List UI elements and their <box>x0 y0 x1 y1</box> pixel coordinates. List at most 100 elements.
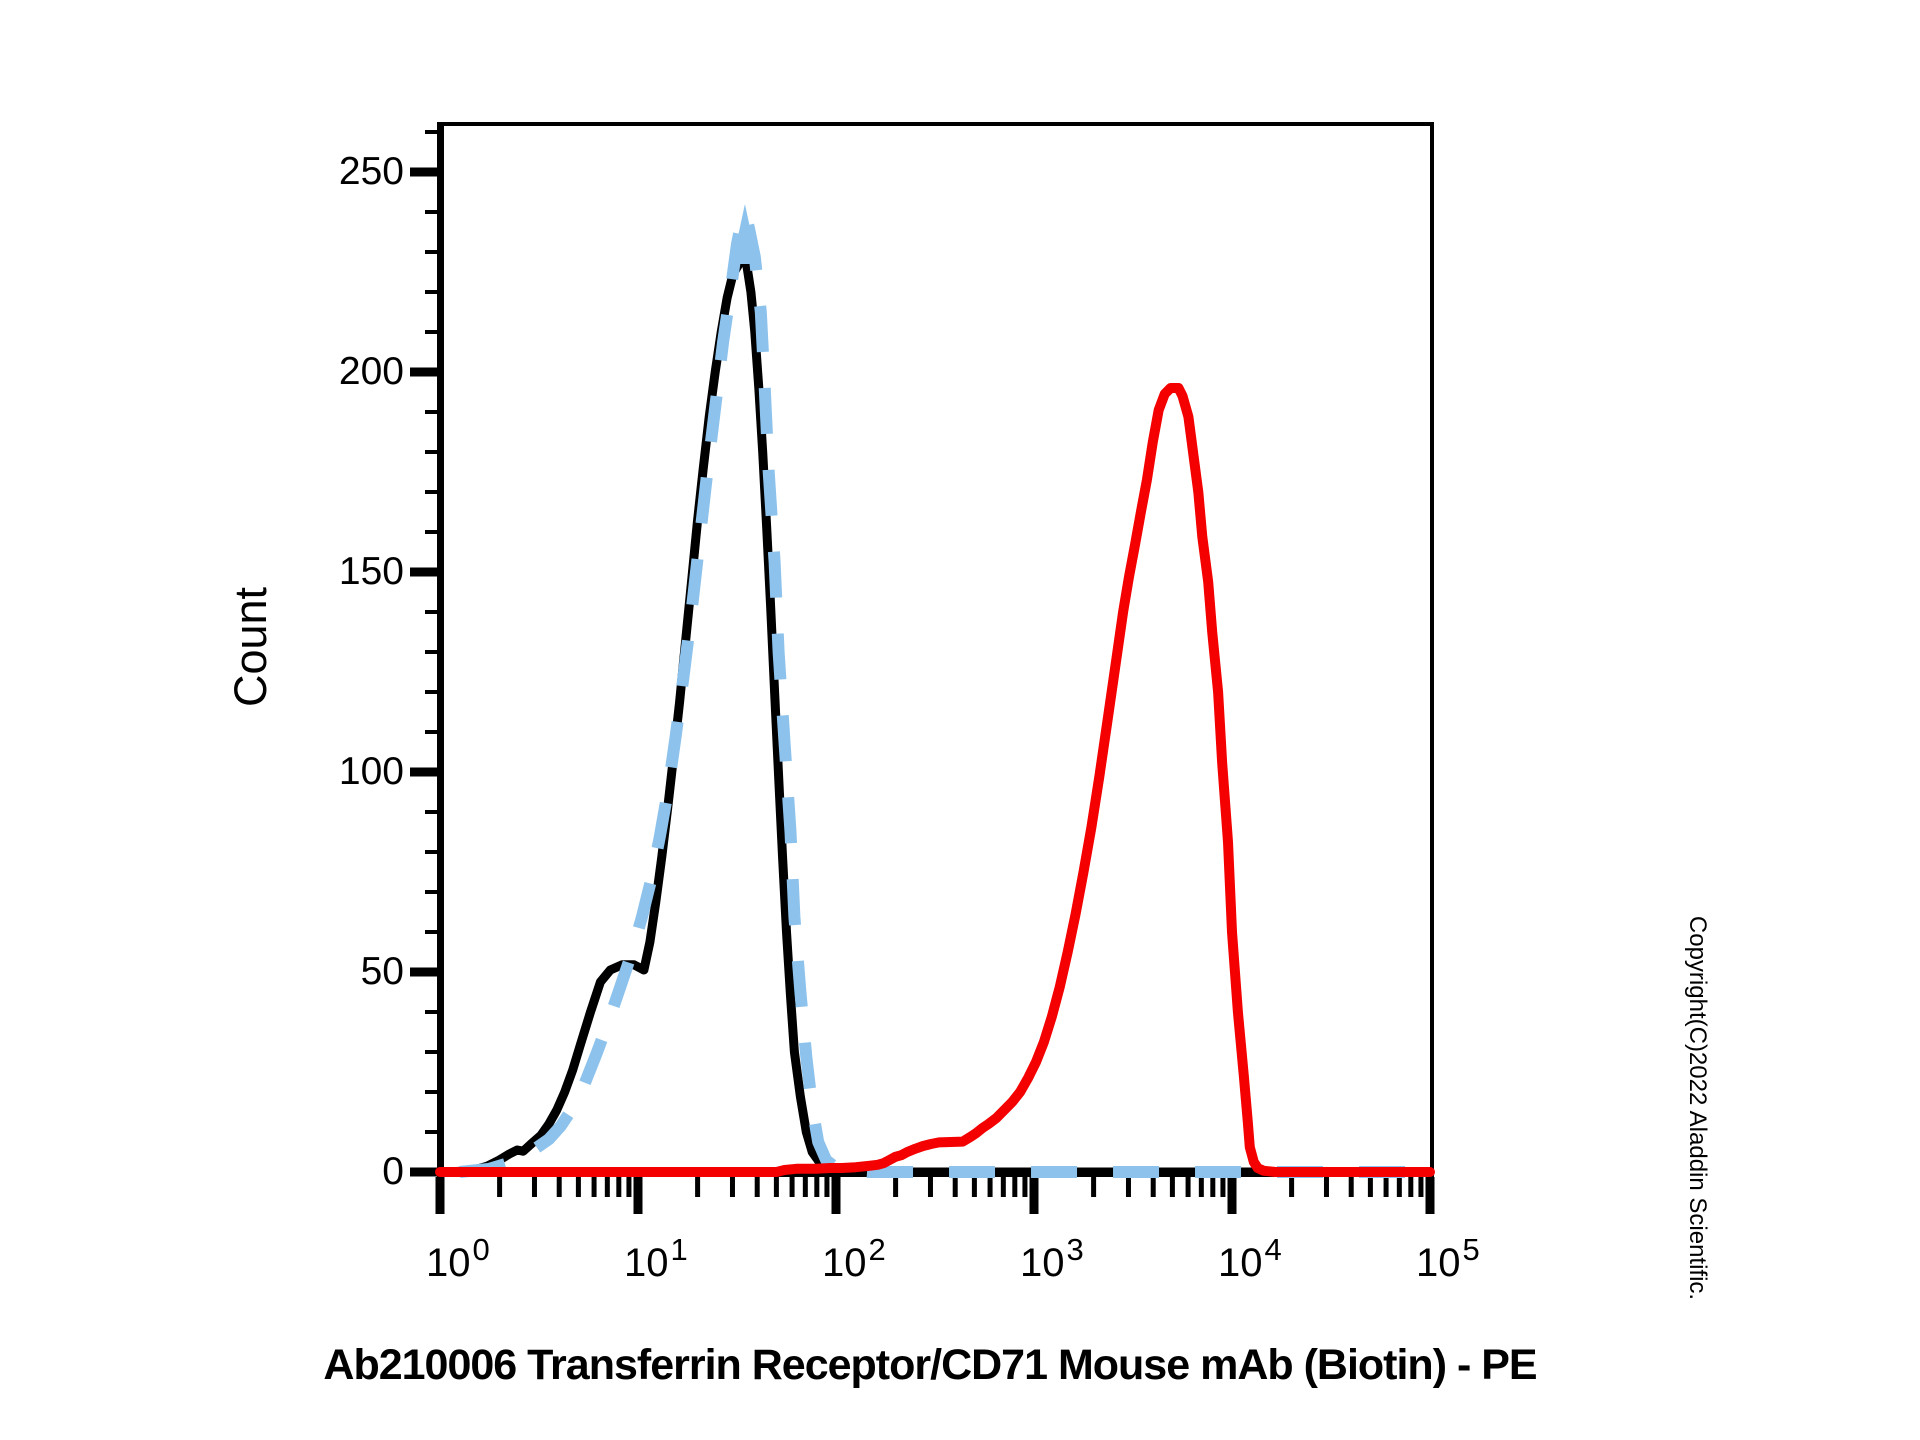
x-minor-tick <box>1022 1177 1028 1197</box>
x-tick-label: 101 <box>624 1232 688 1286</box>
x-major-tick <box>435 1177 445 1214</box>
x-minor-tick <box>591 1177 597 1197</box>
x-tick-label: 102 <box>822 1232 886 1286</box>
y-minor-tick <box>425 330 440 334</box>
x-major-tick <box>1425 1177 1435 1214</box>
y-major-tick <box>410 167 440 177</box>
x-minor-tick <box>556 1177 562 1197</box>
x-tick-base: 10 <box>426 1241 471 1285</box>
x-minor-tick <box>1150 1177 1156 1197</box>
y-minor-tick <box>425 210 440 214</box>
x-minor-tick <box>1125 1177 1131 1197</box>
y-tick-label: 200 <box>338 350 404 393</box>
x-minor-tick <box>1408 1177 1414 1197</box>
y-minor-tick <box>425 810 440 814</box>
x-major-tick <box>831 1177 841 1214</box>
x-minor-tick <box>893 1177 899 1197</box>
x-minor-tick <box>531 1177 537 1197</box>
x-minor-tick <box>1091 1177 1097 1197</box>
x-minor-tick <box>729 1177 735 1197</box>
x-tick-exponent: 1 <box>670 1232 688 1267</box>
y-minor-tick <box>425 650 440 654</box>
x-major-tick <box>1029 1177 1039 1214</box>
x-minor-tick <box>1169 1177 1175 1197</box>
y-tick-label: 100 <box>338 750 404 793</box>
x-minor-tick <box>1220 1177 1226 1197</box>
axis-ticks <box>410 130 1435 1214</box>
x-tick-base: 10 <box>624 1241 669 1285</box>
cd71-pe-red-solid-curve <box>435 383 1435 1177</box>
plot-top-border <box>437 122 1434 126</box>
x-tick-exponent: 0 <box>472 1232 490 1267</box>
x-tick-base: 10 <box>1020 1241 1065 1285</box>
x-minor-tick <box>695 1177 701 1197</box>
y-tick-label: 250 <box>338 150 404 193</box>
y-minor-tick <box>425 1090 440 1094</box>
y-minor-tick <box>425 890 440 894</box>
x-minor-tick <box>1198 1177 1204 1197</box>
x-tick-exponent: 2 <box>868 1232 886 1267</box>
x-tick-exponent: 3 <box>1066 1232 1084 1267</box>
x-minor-tick <box>497 1177 503 1197</box>
x-tick-label: 103 <box>1020 1232 1084 1286</box>
x-minor-tick <box>1367 1177 1373 1197</box>
x-minor-tick <box>1210 1177 1216 1197</box>
y-minor-tick <box>425 490 440 494</box>
x-minor-tick <box>1289 1177 1295 1197</box>
x-minor-tick <box>802 1177 808 1197</box>
x-tick-base: 10 <box>822 1241 867 1285</box>
y-minor-tick <box>425 410 440 414</box>
y-minor-tick <box>425 250 440 254</box>
y-minor-tick <box>425 1050 440 1054</box>
y-major-tick <box>410 1167 440 1177</box>
x-minor-tick <box>773 1177 779 1197</box>
y-axis-title: Count <box>225 586 276 708</box>
y-minor-tick <box>425 850 440 854</box>
copyright-text: Copyright(C)2022 Aladdin Scientific. <box>1684 915 1711 1301</box>
x-tick-base: 10 <box>1416 1241 1461 1285</box>
x-minor-tick <box>604 1177 610 1197</box>
plot-right-border <box>1430 122 1434 1177</box>
figure-title: Ab210006 Transferrin Receptor/CD71 Mouse… <box>323 1341 1537 1389</box>
y-minor-tick <box>425 450 440 454</box>
x-tick-label: 105 <box>1416 1232 1480 1286</box>
x-minor-tick <box>1396 1177 1402 1197</box>
y-minor-tick <box>425 130 440 134</box>
y-major-tick <box>410 967 440 977</box>
x-minor-tick <box>1323 1177 1329 1197</box>
x-minor-tick <box>575 1177 581 1197</box>
x-minor-tick <box>754 1177 760 1197</box>
x-minor-tick <box>814 1177 820 1197</box>
x-tick-exponent: 5 <box>1462 1232 1480 1267</box>
x-major-tick <box>1227 1177 1237 1214</box>
x-minor-tick <box>927 1177 933 1197</box>
x-minor-tick <box>626 1177 632 1197</box>
x-minor-tick <box>1000 1177 1006 1197</box>
x-minor-tick <box>1012 1177 1018 1197</box>
x-minor-tick <box>971 1177 977 1197</box>
y-tick-label: 0 <box>382 1150 404 1193</box>
y-tick-label: 150 <box>338 550 404 593</box>
y-axis-line <box>437 122 444 1177</box>
y-minor-tick <box>425 290 440 294</box>
x-tick-label: 104 <box>1218 1232 1282 1286</box>
x-minor-tick <box>1348 1177 1354 1197</box>
control-black-solid-curve <box>435 253 1435 1177</box>
x-minor-tick <box>1383 1177 1389 1197</box>
y-major-tick <box>410 367 440 377</box>
x-minor-tick <box>824 1177 830 1197</box>
x-minor-tick <box>1185 1177 1191 1197</box>
x-tick-exponent: 4 <box>1264 1232 1282 1267</box>
y-minor-tick <box>425 930 440 934</box>
y-minor-tick <box>425 610 440 614</box>
histogram-curves <box>435 204 1435 1178</box>
y-major-tick <box>410 767 440 777</box>
y-minor-tick <box>425 1010 440 1014</box>
x-minor-tick <box>789 1177 795 1197</box>
x-tick-label: 100 <box>426 1232 490 1286</box>
control-blue-dashed-curve <box>459 206 1430 1178</box>
x-minor-tick <box>1418 1177 1424 1197</box>
x-tick-base: 10 <box>1218 1241 1263 1285</box>
